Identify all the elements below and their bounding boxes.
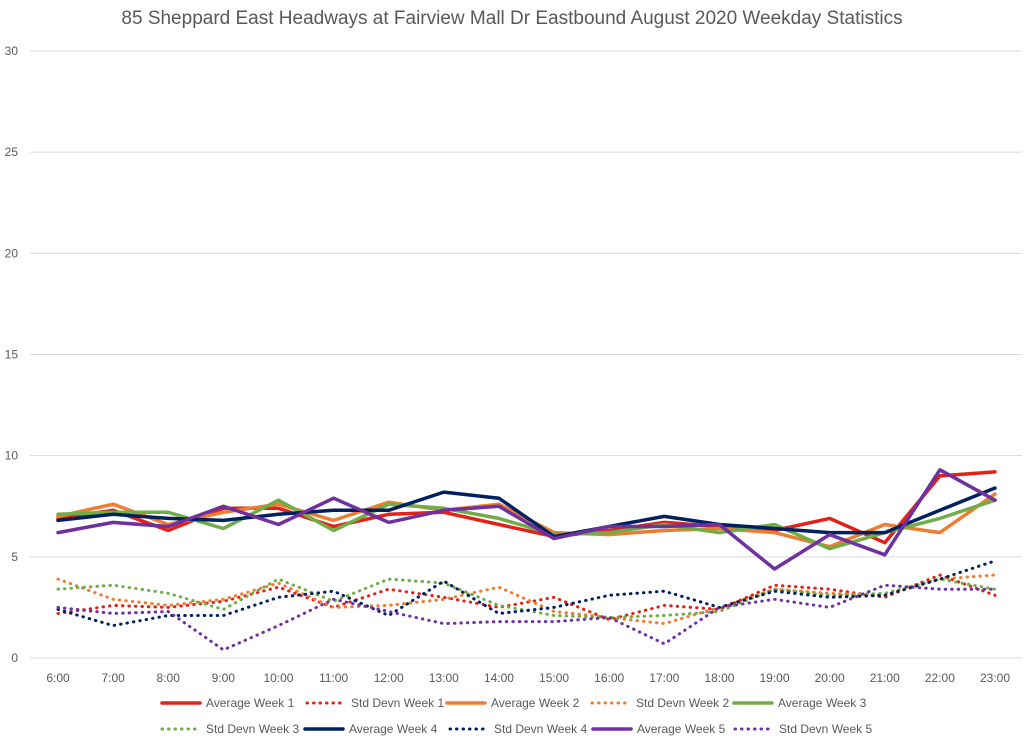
legend-item: Std Devn Week 4 [448, 722, 587, 736]
x-tick-label: 8:00 [157, 671, 181, 685]
legend-item: Std Devn Week 3 [160, 722, 299, 736]
legend-label: Average Week 1 [206, 696, 295, 710]
gridlines [30, 50, 1022, 659]
y-tick-label: 5 [11, 550, 18, 564]
x-tick-label: 10:00 [263, 671, 293, 685]
legend-label: Average Week 4 [349, 722, 438, 736]
chart-title: 85 Sheppard East Headways at Fairview Ma… [121, 8, 903, 29]
legend-item: Average Week 5 [591, 722, 726, 736]
y-tick-label: 0 [11, 651, 18, 665]
x-tick-label: 15:00 [539, 671, 569, 685]
legend-label: Std Devn Week 4 [494, 722, 587, 736]
legend-item: Average Week 2 [445, 696, 580, 710]
y-tick-label: 30 [5, 44, 19, 58]
legend-label: Std Devn Week 3 [206, 722, 299, 736]
legend-item: Std Devn Week 2 [590, 696, 729, 710]
series-line-7 [56, 486, 997, 539]
x-tick-label: 11:00 [319, 671, 348, 685]
x-tick-label: 17:00 [649, 671, 679, 685]
legend-label: Std Devn Week 2 [636, 696, 729, 710]
legend-item: Average Week 3 [732, 696, 867, 710]
x-tick-label: 21:00 [870, 671, 900, 685]
x-tick-label: 13:00 [429, 671, 459, 685]
x-tick-label: 12:00 [374, 671, 404, 685]
y-tick-label: 15 [5, 348, 19, 362]
legend-item: Average Week 4 [303, 722, 438, 736]
x-tick-label: 7:00 [101, 671, 125, 685]
series-line-8 [56, 559, 997, 628]
x-tick-label: 14:00 [484, 671, 514, 685]
x-tick-label: 19:00 [760, 671, 790, 685]
y-tick-label: 25 [5, 145, 19, 159]
x-tick-label: 23:00 [980, 671, 1010, 685]
x-tick-label: 9:00 [212, 671, 236, 685]
series-line-6 [56, 577, 997, 619]
x-tick-label: 16:00 [594, 671, 624, 685]
series-line-2 [56, 573, 997, 622]
legend-label: Average Week 5 [637, 722, 726, 736]
series-line-4 [56, 573, 997, 626]
legend-label: Average Week 2 [491, 696, 580, 710]
x-tick-label: 18:00 [704, 671, 734, 685]
series-line-5 [56, 498, 997, 551]
series-line-10 [56, 583, 997, 652]
x-tick-label: 20:00 [815, 671, 845, 685]
x-axis-ticks: 6:00 7:00 8:00 9:00 10:00 11:00 12:00 13:00 14:0… [46, 671, 1010, 685]
series-line-1 [56, 470, 997, 545]
legend-label: Average Week 3 [778, 696, 867, 710]
y-tick-label: 10 [5, 449, 19, 463]
legend-item: Std Devn Week 5 [733, 722, 872, 736]
legend-label: Std Devn Week 5 [779, 722, 872, 736]
series-lines [56, 468, 997, 652]
x-tick-label: 6:00 [46, 671, 70, 685]
x-tick-label: 22:00 [925, 671, 955, 685]
series-line-9 [56, 468, 997, 571]
legend: Average Week 1 Std Devn Week 1 Average Wee… [160, 696, 872, 736]
legend-label: Std Devn Week 1 [351, 696, 444, 710]
legend-item: Std Devn Week 1 [305, 696, 444, 710]
y-tick-label: 20 [5, 246, 19, 260]
legend-item: Average Week 1 [160, 696, 295, 710]
y-axis-ticks: 0 5 10 15 20 25 30 [5, 44, 19, 665]
